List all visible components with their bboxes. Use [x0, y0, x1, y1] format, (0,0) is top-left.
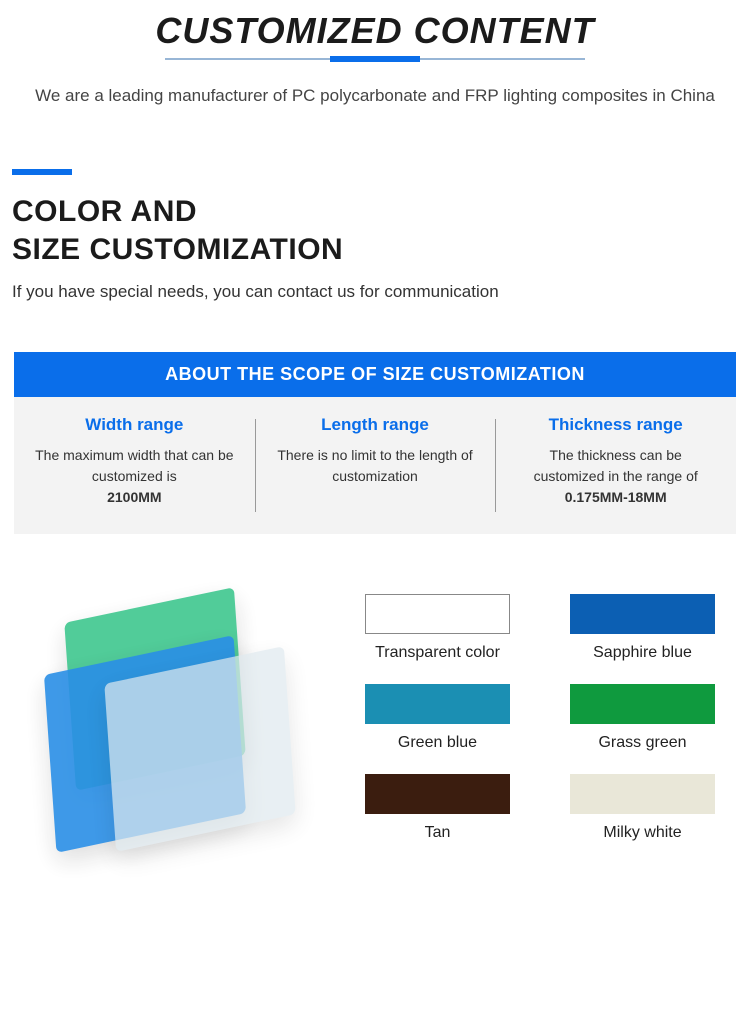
section-title: COLOR AND SIZE CUSTOMIZATION: [12, 193, 738, 268]
color-swatch: Transparent color: [350, 594, 525, 662]
title-underline: [165, 58, 585, 60]
swatch-label: Sapphire blue: [555, 644, 730, 662]
color-swatch: Sapphire blue: [555, 594, 730, 662]
section-title-line2: SIZE CUSTOMIZATION: [12, 231, 738, 269]
section-subtitle: If you have special needs, you can conta…: [12, 282, 738, 302]
scope-column: Width range The maximum width that can be…: [14, 397, 255, 534]
color-swatch: Tan: [350, 774, 525, 842]
color-swatch: Green blue: [350, 684, 525, 752]
scope-header: ABOUT THE SCOPE OF SIZE CUSTOMIZATION: [14, 352, 736, 397]
swatch-label: Green blue: [350, 734, 525, 752]
swatch-box: [365, 594, 510, 634]
sheet-stack-graphic: [20, 594, 320, 854]
swatch-label: Transparent color: [350, 644, 525, 662]
scope-column-text: There is no limit to the length of custo…: [275, 445, 476, 487]
swatch-box: [570, 684, 715, 724]
scope-column-label: Thickness range: [515, 415, 716, 435]
scope-column-text: The maximum width that can be customized…: [34, 445, 235, 508]
scope-column-text: The thickness can be customized in the r…: [515, 445, 716, 508]
swatch-label: Tan: [350, 824, 525, 842]
swatch-box: [365, 684, 510, 724]
scope-column-label: Length range: [275, 415, 476, 435]
swatch-box: [570, 774, 715, 814]
swatch-box: [570, 594, 715, 634]
scope-table: ABOUT THE SCOPE OF SIZE CUSTOMIZATION Wi…: [14, 352, 736, 534]
swatch-box: [365, 774, 510, 814]
section-title-line1: COLOR AND: [12, 193, 738, 231]
swatch-label: Milky white: [555, 824, 730, 842]
section-accent-bar: [12, 169, 72, 175]
color-swatch: Milky white: [555, 774, 730, 842]
scope-column: Length range There is no limit to the len…: [255, 397, 496, 534]
scope-column: Thickness range The thickness can be cust…: [495, 397, 736, 534]
scope-column-label: Width range: [34, 415, 235, 435]
color-swatches-grid: Transparent color Sapphire blue Green blue…: [350, 594, 730, 854]
page-subtitle: We are a leading manufacturer of PC poly…: [20, 82, 730, 109]
color-swatch: Grass green: [555, 684, 730, 752]
swatch-label: Grass green: [555, 734, 730, 752]
sheet-layer: [104, 646, 295, 852]
page-title: CUSTOMIZED CONTENT: [20, 10, 730, 52]
